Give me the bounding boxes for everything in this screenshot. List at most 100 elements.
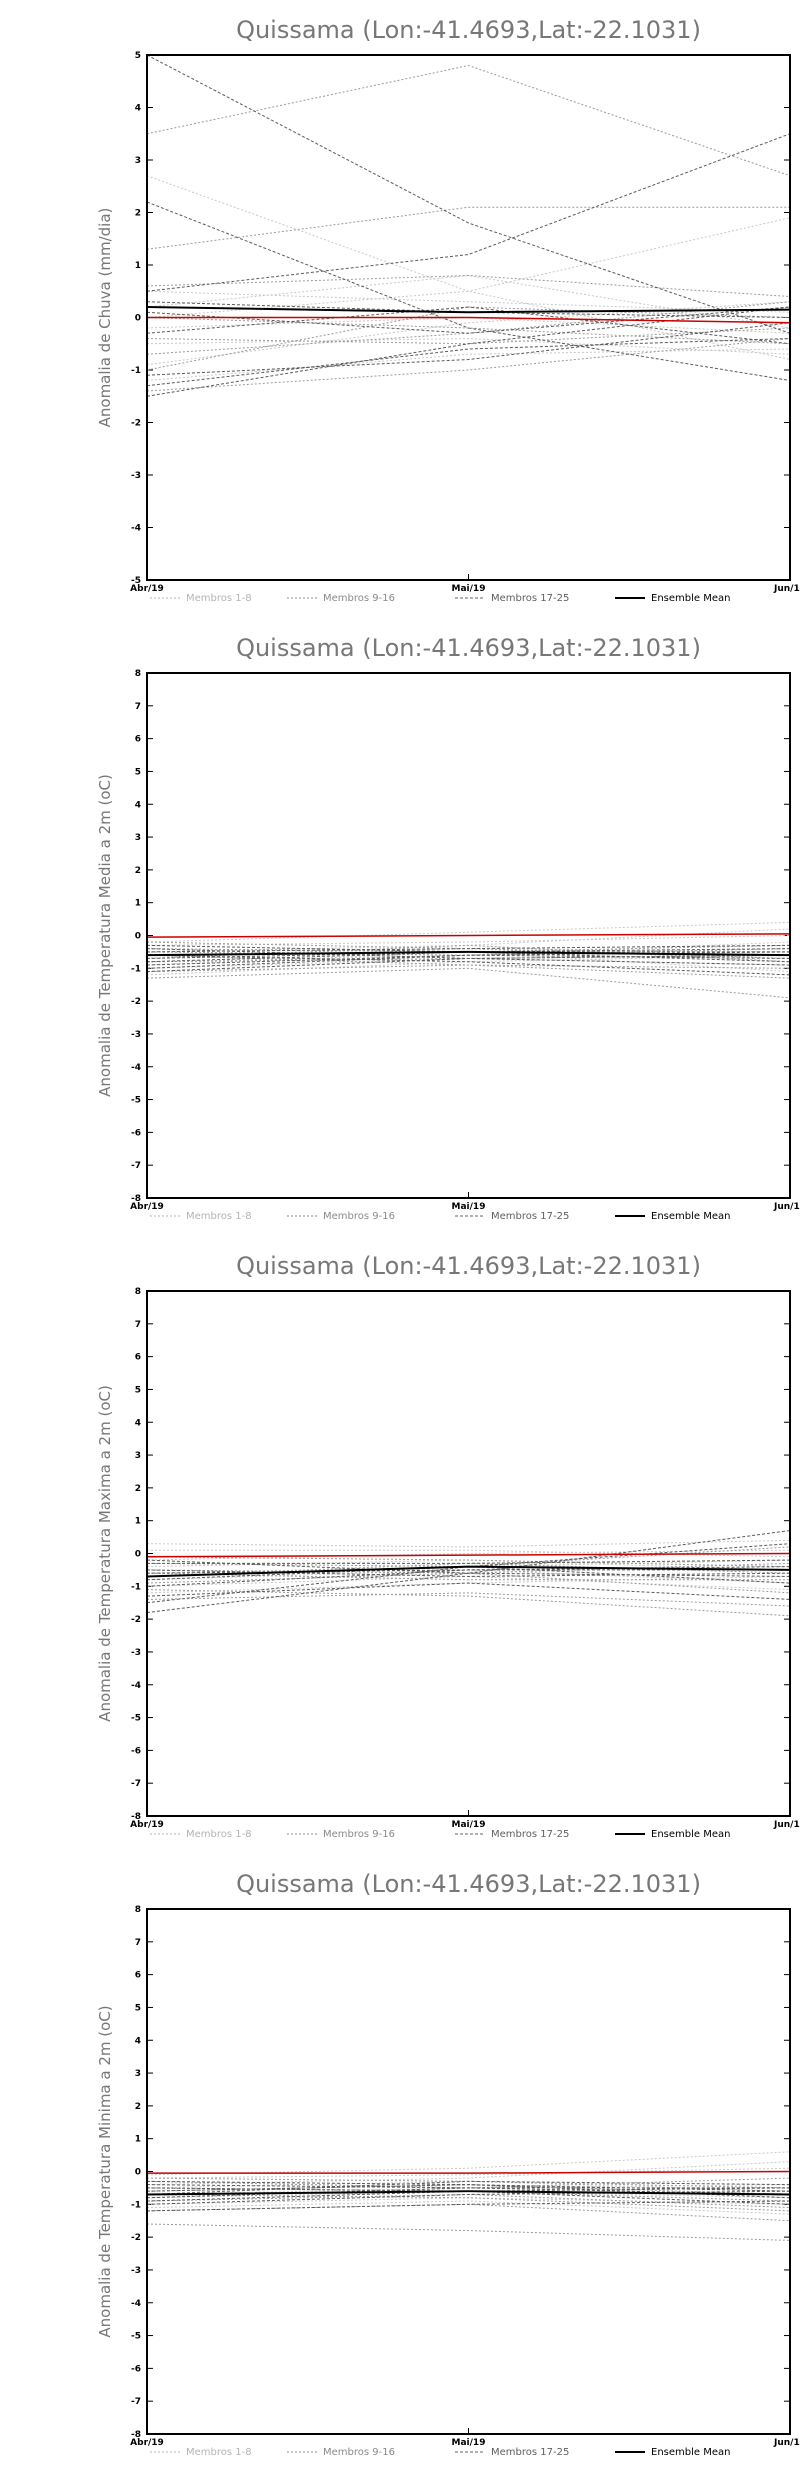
y-tick-label: 2 bbox=[135, 866, 141, 876]
y-tick-label: -3 bbox=[131, 2266, 141, 2276]
x-tick-label: Mai/19 bbox=[452, 584, 486, 594]
y-tick-label: -1 bbox=[131, 366, 141, 376]
y-tick-label: 8 bbox=[135, 669, 141, 679]
y-tick-label: 5 bbox=[135, 1385, 141, 1395]
y-tick-label: -1 bbox=[131, 2200, 141, 2210]
member-series-line bbox=[147, 327, 790, 345]
member-series-line bbox=[147, 306, 790, 345]
legend-entry-label: Membros 1-8 bbox=[186, 2447, 252, 2458]
x-tick-label: Abr/19 bbox=[130, 2438, 164, 2448]
y-tick-label: 0 bbox=[135, 1550, 141, 1560]
member-series-line bbox=[147, 2193, 790, 2212]
ensemble-mean-line bbox=[147, 950, 790, 957]
legend-entry-label: Membros 1-8 bbox=[186, 1829, 252, 1840]
y-tick-label: -6 bbox=[131, 1128, 141, 1138]
line-chart: Quissama (Lon:-41.4693,Lat:-22.1031) Anom… bbox=[96, 1252, 800, 1840]
member-series-line bbox=[147, 2223, 790, 2241]
observed-series-line bbox=[147, 1552, 790, 1558]
y-tick-label: 8 bbox=[135, 1287, 141, 1297]
legend-entry-label: Membros 1-8 bbox=[186, 1211, 252, 1222]
observed-series-line bbox=[147, 2170, 790, 2174]
y-tick-label: 2 bbox=[135, 1484, 141, 1494]
y-tick-label: -4 bbox=[131, 1681, 141, 1691]
y-tick-label: 6 bbox=[135, 1353, 141, 1363]
legend-entry-label: Ensemble Mean bbox=[651, 1829, 730, 1840]
y-tick-label: 7 bbox=[135, 702, 141, 712]
y-tick-label: 6 bbox=[135, 735, 141, 745]
chart-panel: Quissama (Lon:-41.4693,Lat:-22.1031) Anom… bbox=[0, 1854, 800, 2472]
member-series-line bbox=[147, 954, 790, 969]
y-tick-label: 2 bbox=[135, 2102, 141, 2112]
member-series-line bbox=[147, 301, 790, 366]
x-tick-label: Jun/19 bbox=[773, 2438, 800, 2448]
member-series-line bbox=[147, 2151, 790, 2176]
member-series-line bbox=[147, 1572, 790, 1581]
y-axis-label: Anomalia de Chuva (mm/dia) bbox=[96, 208, 114, 428]
ensemble-mean-line bbox=[147, 306, 790, 314]
member-series-line bbox=[147, 954, 790, 969]
member-series-line bbox=[147, 1575, 790, 1594]
y-tick-label: 3 bbox=[135, 156, 141, 166]
member-series-line bbox=[147, 1559, 790, 1577]
observed-series-line bbox=[147, 933, 790, 938]
y-tick-label: 7 bbox=[135, 1938, 141, 1948]
x-tick-label: Jun/19 bbox=[773, 1820, 800, 1830]
member-series-line bbox=[147, 1549, 790, 1558]
member-series-line bbox=[147, 306, 790, 371]
member-series-line bbox=[147, 957, 790, 973]
legend-entry-label: Membros 9-16 bbox=[323, 593, 395, 604]
chart-title: Quissama (Lon:-41.4693,Lat:-22.1031) bbox=[236, 1870, 701, 1898]
y-tick-label: 5 bbox=[135, 51, 141, 61]
member-series-line bbox=[147, 1569, 790, 1574]
legend-entry-label: Membros 9-16 bbox=[323, 1829, 395, 1840]
y-tick-label: 3 bbox=[135, 833, 141, 843]
y-axis-label: Anomalia de Temperatura Media a 2m (oC) bbox=[96, 774, 114, 1097]
y-tick-label: 4 bbox=[135, 2036, 141, 2046]
x-tick-label: Abr/19 bbox=[130, 1820, 164, 1830]
ensemble-mean-line bbox=[147, 1565, 790, 1578]
y-tick-label: 1 bbox=[135, 261, 141, 271]
legend-entry-label: Membros 17-25 bbox=[491, 1829, 569, 1840]
legend-entry-label: Ensemble Mean bbox=[651, 2447, 730, 2458]
y-tick-label: -1 bbox=[131, 964, 141, 974]
chart-panel: Quissama (Lon:-41.4693,Lat:-22.1031) Anom… bbox=[0, 1236, 800, 1854]
member-series-line bbox=[147, 55, 790, 334]
legend-entry-label: Ensemble Mean bbox=[651, 593, 730, 604]
member-series-line bbox=[147, 290, 790, 313]
x-tick-label: Abr/19 bbox=[130, 1202, 164, 1212]
member-series-line bbox=[147, 1556, 790, 1568]
y-tick-label: -7 bbox=[131, 1779, 141, 1789]
member-series-line bbox=[147, 1592, 790, 1607]
y-tick-label: 4 bbox=[135, 800, 141, 810]
line-chart: Quissama (Lon:-41.4693,Lat:-22.1031) Anom… bbox=[96, 634, 800, 1222]
y-tick-label: -6 bbox=[131, 1746, 141, 1756]
y-axis-label: Anomalia de Temperatura Minima a 2m (oC) bbox=[96, 2005, 114, 2337]
member-series-line bbox=[147, 175, 790, 292]
member-series-line bbox=[147, 322, 790, 376]
y-tick-label: -6 bbox=[131, 2364, 141, 2374]
member-series-line bbox=[147, 290, 790, 360]
y-tick-label: -4 bbox=[131, 1063, 141, 1073]
plot-frame bbox=[146, 672, 791, 1199]
y-tick-label: -8 bbox=[131, 2430, 141, 2440]
y-tick-label: 0 bbox=[135, 2168, 141, 2178]
member-series-line bbox=[147, 338, 790, 392]
x-tick-label: Jun/19 bbox=[773, 1202, 800, 1212]
y-tick-label: -1 bbox=[131, 1582, 141, 1592]
member-series-line bbox=[147, 1559, 790, 1564]
member-series-line bbox=[147, 1530, 790, 1614]
member-series-line bbox=[147, 2161, 790, 2186]
y-tick-label: -3 bbox=[131, 1648, 141, 1658]
y-tick-label: -5 bbox=[131, 1096, 141, 1106]
chart-panel: Quissama (Lon:-41.4693,Lat:-22.1031) Anom… bbox=[0, 0, 800, 618]
member-series-line bbox=[147, 2167, 790, 2179]
chart-panel: Quissama (Lon:-41.4693,Lat:-22.1031) Anom… bbox=[0, 618, 800, 1236]
y-tick-label: -3 bbox=[131, 1030, 141, 1040]
y-tick-label: -4 bbox=[131, 524, 141, 534]
member-series-line bbox=[147, 301, 790, 355]
member-series-line bbox=[147, 133, 790, 292]
y-tick-label: -5 bbox=[131, 1714, 141, 1724]
y-tick-label: 0 bbox=[135, 314, 141, 324]
y-tick-label: 8 bbox=[135, 1905, 141, 1915]
y-tick-label: -2 bbox=[131, 2233, 141, 2243]
